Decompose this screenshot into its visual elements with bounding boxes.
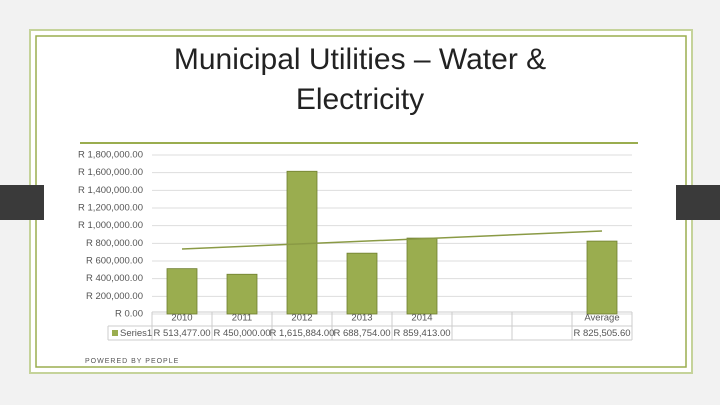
y-tick-label: R 1,200,000.00 [78,203,143,214]
trendline [181,230,603,250]
y-tick-label: R 400,000.00 [86,273,143,284]
x-tick-label: 2014 [411,313,432,324]
bar [226,273,258,315]
bar [286,170,318,315]
footer: POWERED BY PEOPLE [85,358,179,365]
y-tick-label: R 800,000.00 [86,238,143,249]
bar [406,237,438,315]
y-tick-label: R 600,000.00 [86,256,143,267]
left-tab [0,185,44,220]
x-tick-label: 2011 [232,313,252,324]
y-tick-label: R 1,000,000.00 [78,220,143,231]
y-tick-label: R 1,400,000.00 [78,185,143,196]
x-tick-label: 2010 [171,313,192,324]
chart-title: Municipal Utilities – Water & Electricit… [173,43,547,116]
y-tick-label: R 1,600,000.00 [78,167,143,178]
x-tick-label: 2012 [291,313,312,324]
value-label: R 513,477.00 [153,328,210,339]
value-label: R 825,505.60 [573,328,630,339]
legend-label: Series1 [120,328,152,339]
x-tick-label: 2013 [351,313,372,324]
y-tick-label: R 0.00 [115,309,143,320]
frame [29,29,693,374]
value-label: R 450,000.00 [213,328,270,339]
value-label: R 1,615,884.00 [270,328,335,339]
legend-key [112,330,118,336]
y-tick-label: R 1,800,000.00 [78,150,143,161]
value-label: R 859,413.00 [393,328,450,339]
y-tick-label: R 200,000.00 [86,291,143,302]
right-tab [676,185,720,220]
bar [586,240,618,315]
bar [166,268,198,315]
x-tick-label: Average [584,313,619,324]
value-label: R 688,754.00 [333,328,390,339]
bar [346,252,378,315]
